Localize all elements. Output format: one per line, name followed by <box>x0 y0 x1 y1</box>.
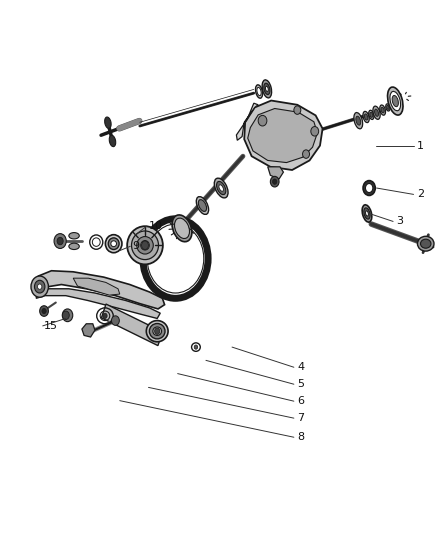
Circle shape <box>155 328 160 334</box>
Ellipse shape <box>265 86 268 92</box>
Ellipse shape <box>381 107 384 113</box>
Ellipse shape <box>255 85 262 98</box>
Ellipse shape <box>380 105 385 115</box>
Ellipse shape <box>364 114 368 120</box>
Ellipse shape <box>153 327 162 335</box>
Ellipse shape <box>356 116 360 125</box>
Circle shape <box>194 345 198 349</box>
Ellipse shape <box>369 110 374 119</box>
Ellipse shape <box>105 117 111 128</box>
Ellipse shape <box>127 226 163 264</box>
Circle shape <box>42 309 46 314</box>
Text: 7: 7 <box>297 413 304 423</box>
Circle shape <box>141 241 148 249</box>
Circle shape <box>294 106 301 114</box>
Polygon shape <box>268 167 283 179</box>
Circle shape <box>40 306 48 317</box>
Circle shape <box>272 179 277 184</box>
Circle shape <box>311 126 319 136</box>
Circle shape <box>103 313 107 318</box>
Circle shape <box>57 237 63 245</box>
Circle shape <box>62 311 69 319</box>
Polygon shape <box>73 278 120 295</box>
Text: 5: 5 <box>297 379 304 389</box>
Ellipse shape <box>174 218 190 239</box>
Text: 4: 4 <box>297 362 304 372</box>
Circle shape <box>258 115 267 126</box>
Polygon shape <box>35 271 165 309</box>
Ellipse shape <box>364 208 370 219</box>
Circle shape <box>112 316 119 325</box>
Ellipse shape <box>363 181 375 196</box>
Polygon shape <box>36 289 160 318</box>
Ellipse shape <box>388 87 403 115</box>
Circle shape <box>38 284 42 289</box>
Ellipse shape <box>109 135 116 147</box>
Ellipse shape <box>354 112 363 129</box>
Circle shape <box>54 233 66 248</box>
Circle shape <box>62 309 73 321</box>
Text: 10: 10 <box>148 221 162 231</box>
Text: 6: 6 <box>297 396 304 406</box>
Ellipse shape <box>198 200 207 212</box>
Polygon shape <box>82 324 95 337</box>
Ellipse shape <box>365 183 373 192</box>
Ellipse shape <box>149 324 165 339</box>
Ellipse shape <box>362 205 372 222</box>
Ellipse shape <box>69 232 79 239</box>
Ellipse shape <box>420 239 431 248</box>
Ellipse shape <box>387 106 389 109</box>
Ellipse shape <box>146 320 168 342</box>
Ellipse shape <box>417 236 434 251</box>
Ellipse shape <box>196 197 208 214</box>
Ellipse shape <box>172 215 192 242</box>
Ellipse shape <box>106 235 122 253</box>
Ellipse shape <box>214 178 228 198</box>
Ellipse shape <box>264 83 270 94</box>
Ellipse shape <box>374 109 378 116</box>
Text: 8: 8 <box>297 432 304 442</box>
Ellipse shape <box>390 91 401 111</box>
Circle shape <box>270 176 279 187</box>
Ellipse shape <box>366 211 368 216</box>
Text: 3: 3 <box>396 216 403 227</box>
Text: 2: 2 <box>417 189 424 199</box>
Ellipse shape <box>262 80 272 98</box>
Polygon shape <box>248 109 318 163</box>
Ellipse shape <box>392 95 399 107</box>
Ellipse shape <box>363 111 369 123</box>
Ellipse shape <box>257 87 261 95</box>
Text: 9: 9 <box>132 241 139 252</box>
Polygon shape <box>237 103 258 140</box>
Text: 15: 15 <box>44 321 58 331</box>
Ellipse shape <box>137 237 153 254</box>
Ellipse shape <box>131 231 159 260</box>
Ellipse shape <box>141 240 149 250</box>
Text: 1: 1 <box>417 141 424 151</box>
Ellipse shape <box>370 112 373 117</box>
Ellipse shape <box>373 106 380 119</box>
Circle shape <box>31 276 48 297</box>
Circle shape <box>303 150 310 158</box>
Ellipse shape <box>219 185 223 191</box>
Ellipse shape <box>216 181 226 195</box>
Ellipse shape <box>386 104 390 111</box>
Polygon shape <box>244 101 322 170</box>
Ellipse shape <box>69 243 79 249</box>
Ellipse shape <box>111 241 117 247</box>
Circle shape <box>35 280 45 293</box>
Ellipse shape <box>108 238 119 249</box>
Polygon shape <box>102 304 162 345</box>
